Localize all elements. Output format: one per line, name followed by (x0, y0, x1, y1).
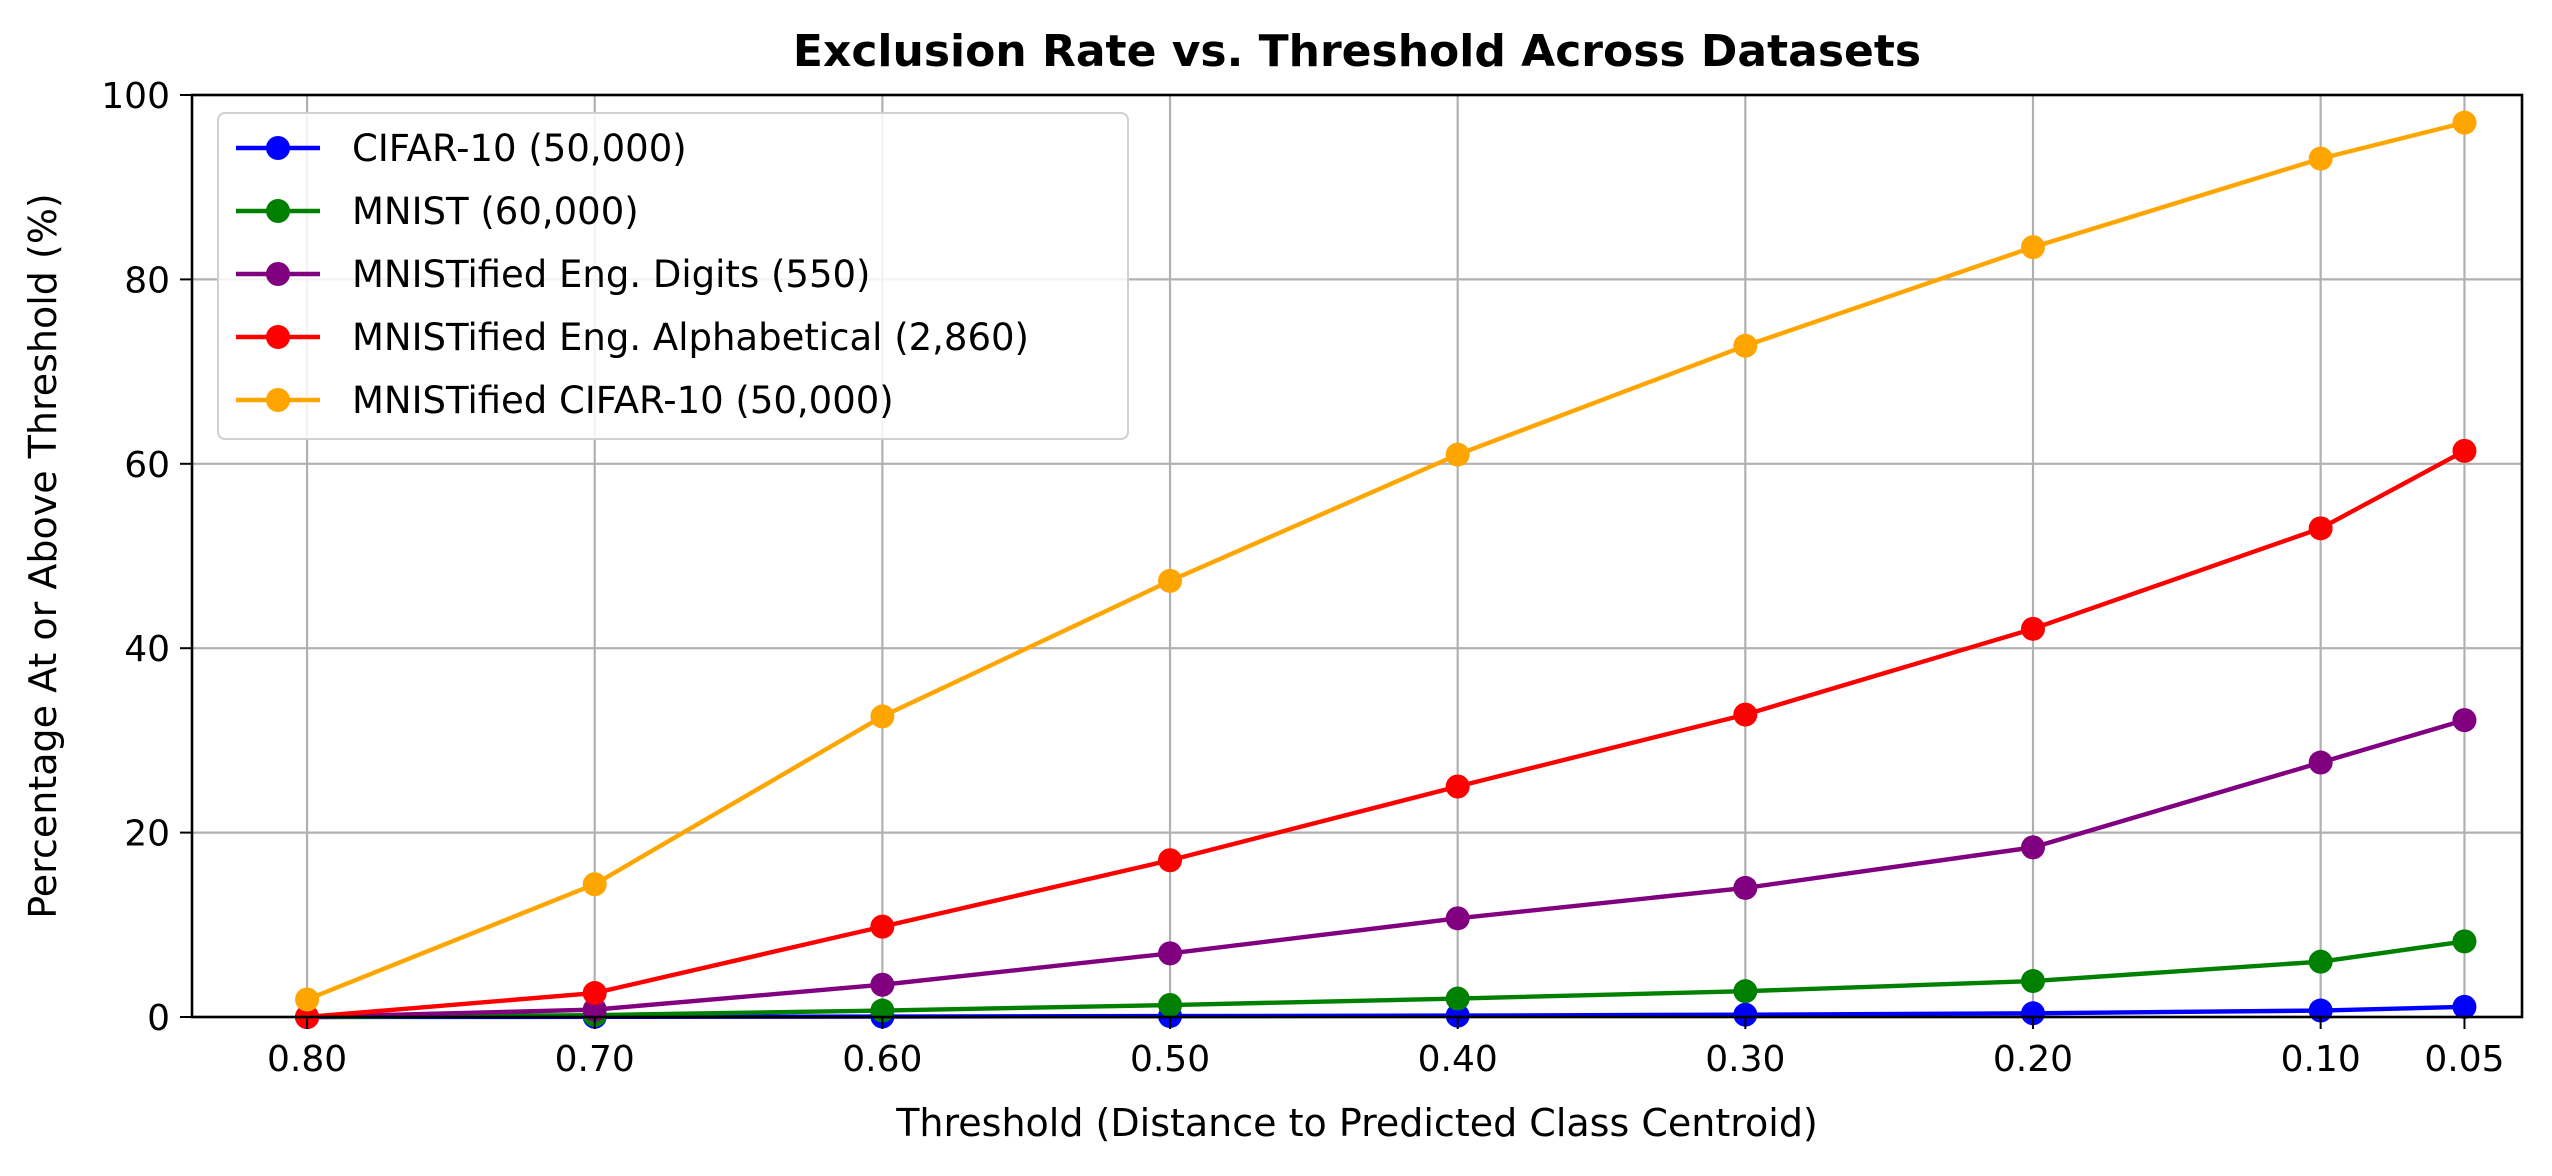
data-point (1158, 993, 1183, 1018)
chart-title: Exclusion Rate vs. Threshold Across Data… (793, 26, 1921, 77)
data-point (1158, 848, 1183, 873)
legend-item: MNIST (60,000) (236, 190, 639, 233)
data-point (870, 972, 895, 997)
x-tick-label: 0.80 (267, 1039, 347, 1080)
legend-label: MNISTified CIFAR-10 (50,000) (352, 379, 894, 422)
data-point (1733, 979, 1758, 1004)
x-axis-label: Threshold (Distance to Predicted Class C… (895, 1101, 1818, 1145)
data-point (1158, 941, 1183, 966)
data-point (1158, 568, 1183, 593)
legend-marker (266, 325, 290, 349)
data-point (2020, 969, 2045, 994)
x-tick-label: 0.05 (2424, 1039, 2504, 1080)
legend-marker (266, 199, 290, 223)
data-point (1445, 774, 1470, 799)
legend-item: MNISTified Eng. Alphabetical (2,860) (236, 316, 1029, 359)
data-point (870, 914, 895, 939)
y-axis-label: Percentage At or Above Threshold (%) (21, 193, 65, 919)
legend: CIFAR-10 (50,000) MNIST (60,000) MNISTifie… (217, 112, 1129, 440)
data-point (295, 987, 320, 1012)
y-tick-label: 80 (124, 260, 170, 301)
data-point (1445, 986, 1470, 1011)
data-point (1445, 442, 1470, 467)
data-point (2452, 438, 2477, 463)
data-point (2452, 994, 2477, 1019)
legend-label: MNISTified Eng. Digits (550) (352, 253, 870, 296)
legend-item: MNISTified CIFAR-10 (50,000) (236, 379, 894, 422)
legend-label: CIFAR-10 (50,000) (352, 127, 687, 170)
plot-frame (190, 93, 2524, 1019)
x-tick-label: 0.20 (1993, 1039, 2073, 1080)
legend-box (217, 112, 1129, 440)
x-tick-label: 0.70 (555, 1039, 635, 1080)
legend-marker (266, 262, 290, 286)
data-point (1445, 906, 1470, 931)
data-point (2020, 835, 2045, 860)
data-point (1733, 333, 1758, 358)
data-point (2308, 146, 2333, 171)
data-point (2308, 750, 2333, 775)
data-point (582, 872, 607, 897)
y-tick-label: 0 (147, 998, 170, 1039)
series-3 (295, 438, 2477, 1029)
y-tick-label: 40 (124, 629, 170, 670)
data-point (2452, 708, 2477, 733)
legend-item: MNISTified Eng. Digits (550) (236, 253, 870, 296)
x-tick-label: 0.60 (842, 1039, 922, 1080)
data-point (2452, 929, 2477, 954)
y-tick-label: 20 (124, 814, 170, 855)
y-tick-label: 60 (124, 445, 170, 486)
data-point (2452, 110, 2477, 135)
legend-item: CIFAR-10 (50,000) (236, 127, 687, 170)
data-point (1733, 702, 1758, 727)
data-point (2020, 1001, 2045, 1026)
series-2 (295, 708, 2477, 1029)
data-point (1733, 1002, 1758, 1027)
data-point (582, 981, 607, 1006)
x-tick-label: 0.40 (1418, 1039, 1498, 1080)
legend-label: MNISTified Eng. Alphabetical (2,860) (352, 316, 1029, 359)
data-point (582, 997, 607, 1022)
x-tick-label: 0.30 (1705, 1039, 1785, 1080)
data-point (2020, 235, 2045, 260)
data-point (2308, 516, 2333, 541)
x-tick-label: 0.10 (2281, 1039, 2361, 1080)
data-point (2020, 616, 2045, 641)
x-tick-label: 0.50 (1130, 1039, 1210, 1080)
legend-label: MNIST (60,000) (352, 190, 639, 233)
legend-marker (266, 388, 290, 412)
data-point (870, 704, 895, 729)
data-point (1733, 875, 1758, 900)
data-point (1445, 1003, 1470, 1028)
ticks: 0.80 0.70 0.60 0.50 0.40 0.30 0.20 0.10 0.05 0 20 4… (101, 76, 2504, 1080)
data-point (2308, 949, 2333, 974)
legend-marker (266, 136, 290, 160)
series-1 (295, 929, 2477, 1029)
series-4 (295, 110, 2477, 1012)
y-tick-label: 100 (101, 76, 170, 117)
